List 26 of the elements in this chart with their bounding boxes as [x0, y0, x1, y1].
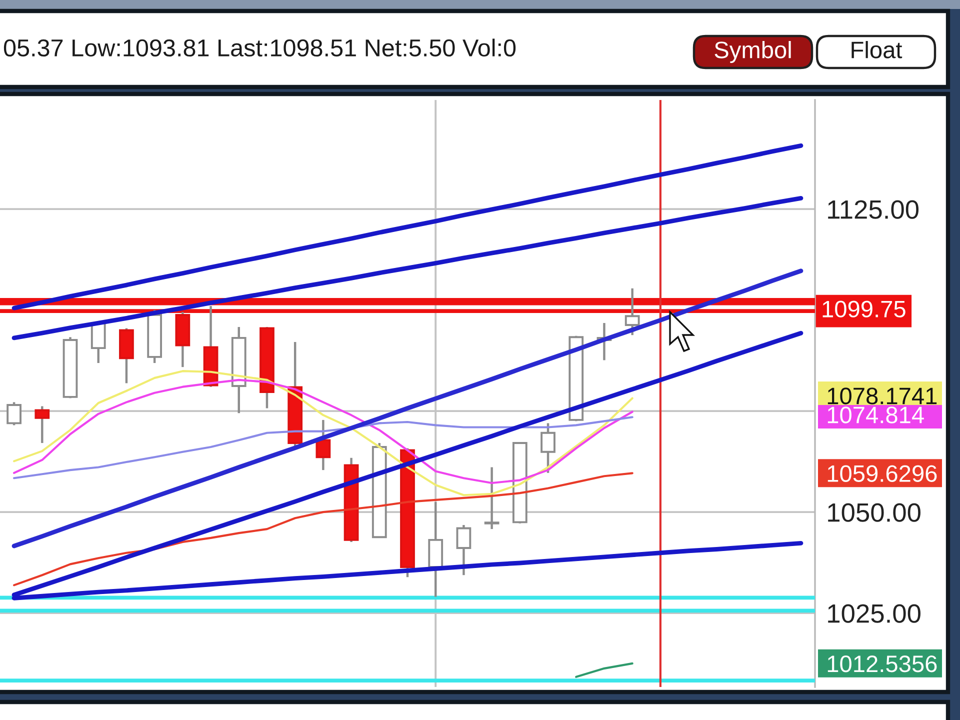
y-tick-label: 1074.814 [828, 406, 924, 424]
candlestick [316, 418, 331, 472]
line-series [13, 416, 634, 480]
line-series [13, 472, 634, 586]
y-tick-label: 1025.00 [828, 604, 920, 623]
chart-title: 05.37 Low:1093.81 Last:1098.51 Net:5.50 Vol:0 [4, 38, 516, 57]
text: Float [852, 40, 902, 58]
y-tick-label: 1059.6296 [828, 465, 937, 482]
candlestick [484, 466, 500, 530]
y-tick-label: 1078.1741 [828, 388, 937, 404]
line-series [12, 268, 804, 548]
y-tick-label: 1125.00 [828, 200, 919, 219]
line-series [13, 378, 634, 484]
candlestick [34, 405, 50, 444]
line-series [13, 370, 634, 496]
line-series [12, 196, 804, 340]
ref-line-label: 1099.75 [822, 300, 906, 318]
candlestick [540, 422, 556, 474]
candlestick [6, 401, 22, 426]
y-tick-label: 1012.5356 [828, 655, 937, 672]
line-series [12, 143, 804, 310]
candlestick [456, 524, 472, 576]
candlestick [624, 287, 640, 336]
y-tick-label: 1050.00 [828, 503, 920, 522]
text: Symbol [714, 40, 791, 64]
line-series [12, 330, 804, 598]
